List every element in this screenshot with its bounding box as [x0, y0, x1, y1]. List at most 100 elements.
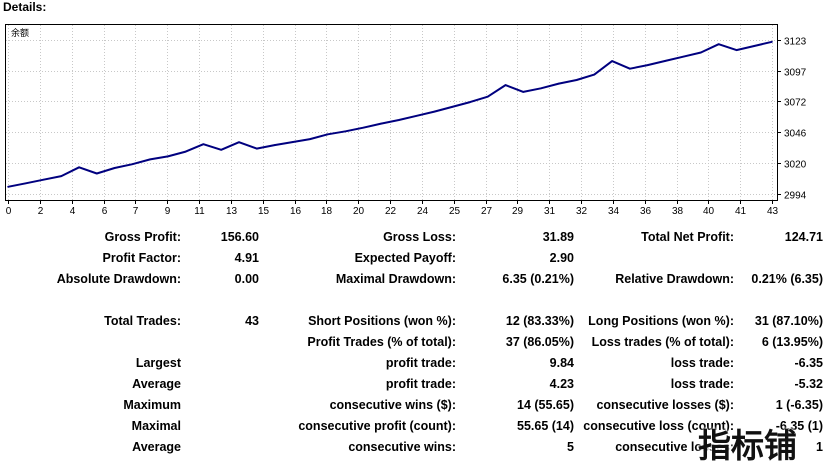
balance-point: [558, 82, 560, 85]
total-trades-value: 43: [245, 314, 259, 328]
gross-profit-label: Gross Profit:: [104, 230, 181, 244]
x-tick-label: 4: [70, 206, 76, 217]
gross-profit-value: 156.60: [220, 230, 259, 244]
balance-point: [149, 158, 151, 161]
short-positions-label: Short Positions (won %):: [308, 314, 456, 328]
balance-point: [611, 60, 613, 62]
balance-point: [415, 115, 418, 117]
balance-point: [7, 186, 9, 188]
balance-point: [291, 141, 294, 143]
expected-payoff-value: 2.90: [549, 251, 574, 265]
average-loss-value: -5.32: [794, 377, 824, 391]
balance-point: [327, 133, 329, 136]
average-profit-value: 4.23: [549, 377, 574, 391]
balance-point: [202, 143, 205, 145]
x-tick-label: 11: [194, 206, 205, 217]
x-tick-label: 32: [576, 206, 588, 217]
x-tick-label: 43: [767, 206, 779, 217]
details-title: Details:: [3, 0, 47, 14]
relative-drawdown-label: Relative Drawdown:: [615, 272, 734, 286]
balance-chart: 3123 3097 3072 3046 3020 2994 0 2 4 6 7 9 11 13 15 16 18…: [5, 24, 826, 220]
balance-point: [486, 95, 489, 98]
balance-point: [238, 141, 240, 143]
average-label: Average: [132, 377, 181, 391]
average2-label: Average: [132, 440, 181, 454]
x-tick-label: 22: [385, 206, 397, 217]
balance-point: [753, 45, 755, 47]
largest-loss-label: loss trade:: [670, 356, 734, 370]
gross-loss-value: 31.89: [542, 230, 574, 244]
max-consec-wins-value: 14 (55.65): [517, 398, 574, 412]
balance-point: [771, 41, 773, 43]
total-net-profit-value: 124.71: [784, 230, 823, 244]
avg-consec-losses-label: consecutive losses:: [615, 440, 734, 454]
x-tick-label: 16: [290, 206, 302, 217]
x-tick-label: 29: [512, 206, 524, 217]
max-consec-wins-label: consecutive wins ($):: [329, 398, 456, 412]
x-tick-label: 6: [102, 206, 108, 217]
average-loss-label: loss trade:: [670, 377, 734, 391]
balance-point: [184, 150, 187, 153]
balance-point: [96, 172, 98, 175]
total-trades-label: Total Trades:: [104, 314, 181, 328]
legend-label: 余额: [11, 27, 29, 38]
x-tick-label: 24: [417, 206, 429, 217]
average-profit-label: profit trade:: [385, 377, 456, 391]
loss-trades-label: Loss trades (% of total):: [591, 335, 734, 349]
maximal-consec-loss-label: consecutive loss (count):: [583, 419, 734, 433]
absolute-drawdown-value: 0.00: [234, 272, 259, 286]
y-tick-label: 2994: [784, 191, 807, 202]
profit-trades-value: 37 (86.05%): [505, 335, 574, 349]
balance-point: [504, 84, 507, 86]
balance-point: [220, 149, 222, 151]
total-net-profit-label: Total Net Profit:: [641, 230, 734, 244]
balance-point: [575, 79, 578, 81]
x-tick-label: 34: [608, 206, 620, 217]
x-tick-label: 13: [226, 206, 238, 217]
balance-point: [273, 144, 276, 146]
balance-point: [540, 87, 542, 90]
x-tick-label: 18: [321, 206, 333, 217]
profit-factor-value: 4.91: [234, 251, 259, 265]
balance-point: [593, 73, 596, 76]
x-tick-label: 0: [6, 206, 12, 217]
x-tick-label: 20: [353, 206, 365, 217]
maximal-drawdown-label: Maximal Drawdown:: [335, 272, 456, 286]
relative-drawdown-value: 0.21% (6.35): [751, 272, 823, 286]
balance-point: [469, 101, 471, 103]
largest-label: Largest: [135, 356, 181, 370]
balance-line: [7, 40, 773, 188]
balance-point: [717, 43, 720, 45]
balance-point: [433, 110, 436, 113]
balance-point: [735, 49, 738, 51]
avg-consec-wins-label: consecutive wins:: [348, 440, 456, 454]
balance-point: [309, 138, 311, 140]
x-tick-label: 38: [672, 206, 684, 217]
balance-point: [131, 163, 134, 165]
absolute-drawdown-label: Absolute Drawdown:: [56, 272, 181, 286]
balance-point: [700, 51, 702, 54]
balance-point: [451, 106, 454, 108]
x-tick-label: 7: [133, 206, 139, 217]
balance-point: [682, 55, 684, 58]
balance-point: [113, 167, 116, 169]
y-tick-label: 3072: [784, 98, 807, 109]
maximal-consec-profit-label: consecutive profit (count):: [298, 419, 456, 433]
y-tick-label: 3097: [784, 68, 807, 79]
x-tick-label: 27: [481, 206, 493, 217]
x-tick-label: 40: [703, 206, 715, 217]
y-tick-label: 3020: [784, 160, 807, 171]
short-positions-value: 12 (83.33%): [505, 314, 574, 328]
x-tick-label: 2: [38, 206, 44, 217]
chart-frame: [5, 24, 778, 201]
balance-point: [380, 122, 382, 125]
x-tick-label: 25: [449, 206, 461, 217]
balance-point: [362, 126, 365, 129]
x-tick-label: 41: [735, 206, 747, 217]
profit-trades-label: Profit Trades (% of total):: [307, 335, 456, 349]
x-tick-label: 15: [258, 206, 270, 217]
avg-consec-losses-value: 1: [816, 440, 823, 454]
largest-profit-value: 9.84: [549, 356, 574, 370]
